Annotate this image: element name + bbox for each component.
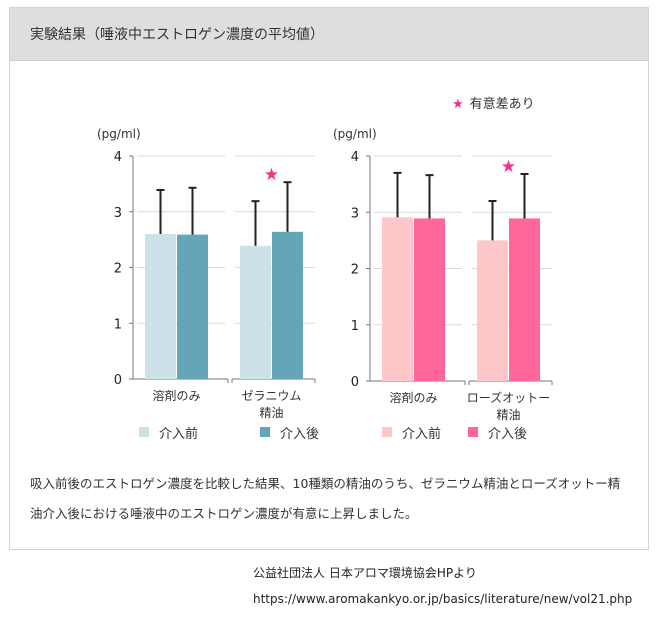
y-tick-label: 1 xyxy=(114,317,122,332)
x-category-label: 精油 xyxy=(259,406,283,420)
y-tick-label: 2 xyxy=(351,263,359,278)
y-tick-label: 1 xyxy=(351,319,359,334)
legend-swatch xyxy=(382,427,392,437)
x-category-label: ゼラニウム xyxy=(241,389,301,403)
y-axis-label: (pg/ml) xyxy=(97,127,141,141)
panel-title: 実験結果（唾液中エストロゲン濃度の平均値） xyxy=(30,27,324,43)
bar xyxy=(145,234,176,379)
legend-swatch xyxy=(468,427,478,437)
y-tick-label: 4 xyxy=(114,150,122,165)
results-panel: 実験結果（唾液中エストロゲン濃度の平均値） xyxy=(9,7,649,550)
legend-swatch xyxy=(260,427,270,437)
legend-label: 介入前 xyxy=(402,426,441,442)
bar xyxy=(177,234,208,379)
significance-star-icon: ★ xyxy=(501,157,516,177)
significance-legend: ★ 有意差あり xyxy=(452,93,535,112)
source-org: 公益社団法人 日本アロマ環境協会HPより xyxy=(253,566,477,580)
bar xyxy=(272,231,303,379)
source-url[interactable]: https://www.aromakankyo.or.jp/basics/lit… xyxy=(253,592,633,606)
legend-label: 介入前 xyxy=(159,426,198,442)
bar xyxy=(414,218,445,381)
y-tick-label: 4 xyxy=(351,150,359,165)
x-category-label: 溶剤のみ xyxy=(389,390,437,405)
legend-swatch xyxy=(139,427,149,437)
y-tick-label: 2 xyxy=(114,262,122,277)
description-text: 吸入前後のエストロゲン濃度を比較した結果、10種類の精油のうち、ゼラニウム精油と… xyxy=(30,476,621,521)
x-category-label: ローズオットー xyxy=(467,390,550,405)
y-axis-label: (pg/ml) xyxy=(333,127,377,141)
legend-label: 介入後 xyxy=(280,427,319,442)
source-citation: 公益社団法人 日本アロマ環境協会HPより https://www.aromaka… xyxy=(253,560,632,612)
legend-label: 介入後 xyxy=(488,427,527,442)
y-tick-label: 3 xyxy=(114,206,122,221)
significance-star-icon: ★ xyxy=(264,165,279,185)
star-icon: ★ xyxy=(452,97,464,112)
panel-header: 実験結果（唾液中エストロゲン濃度の平均値） xyxy=(10,8,648,61)
bar xyxy=(477,240,508,381)
bar xyxy=(509,218,540,381)
y-tick-label: 0 xyxy=(351,375,359,390)
x-category-label: 溶剤のみ xyxy=(152,388,200,403)
significance-label: 有意差あり xyxy=(469,97,535,112)
y-tick-label: 3 xyxy=(351,206,359,221)
bar xyxy=(382,217,413,381)
x-category-label: 精油 xyxy=(496,408,520,422)
y-tick-label: 0 xyxy=(114,373,122,388)
bar xyxy=(240,245,271,379)
